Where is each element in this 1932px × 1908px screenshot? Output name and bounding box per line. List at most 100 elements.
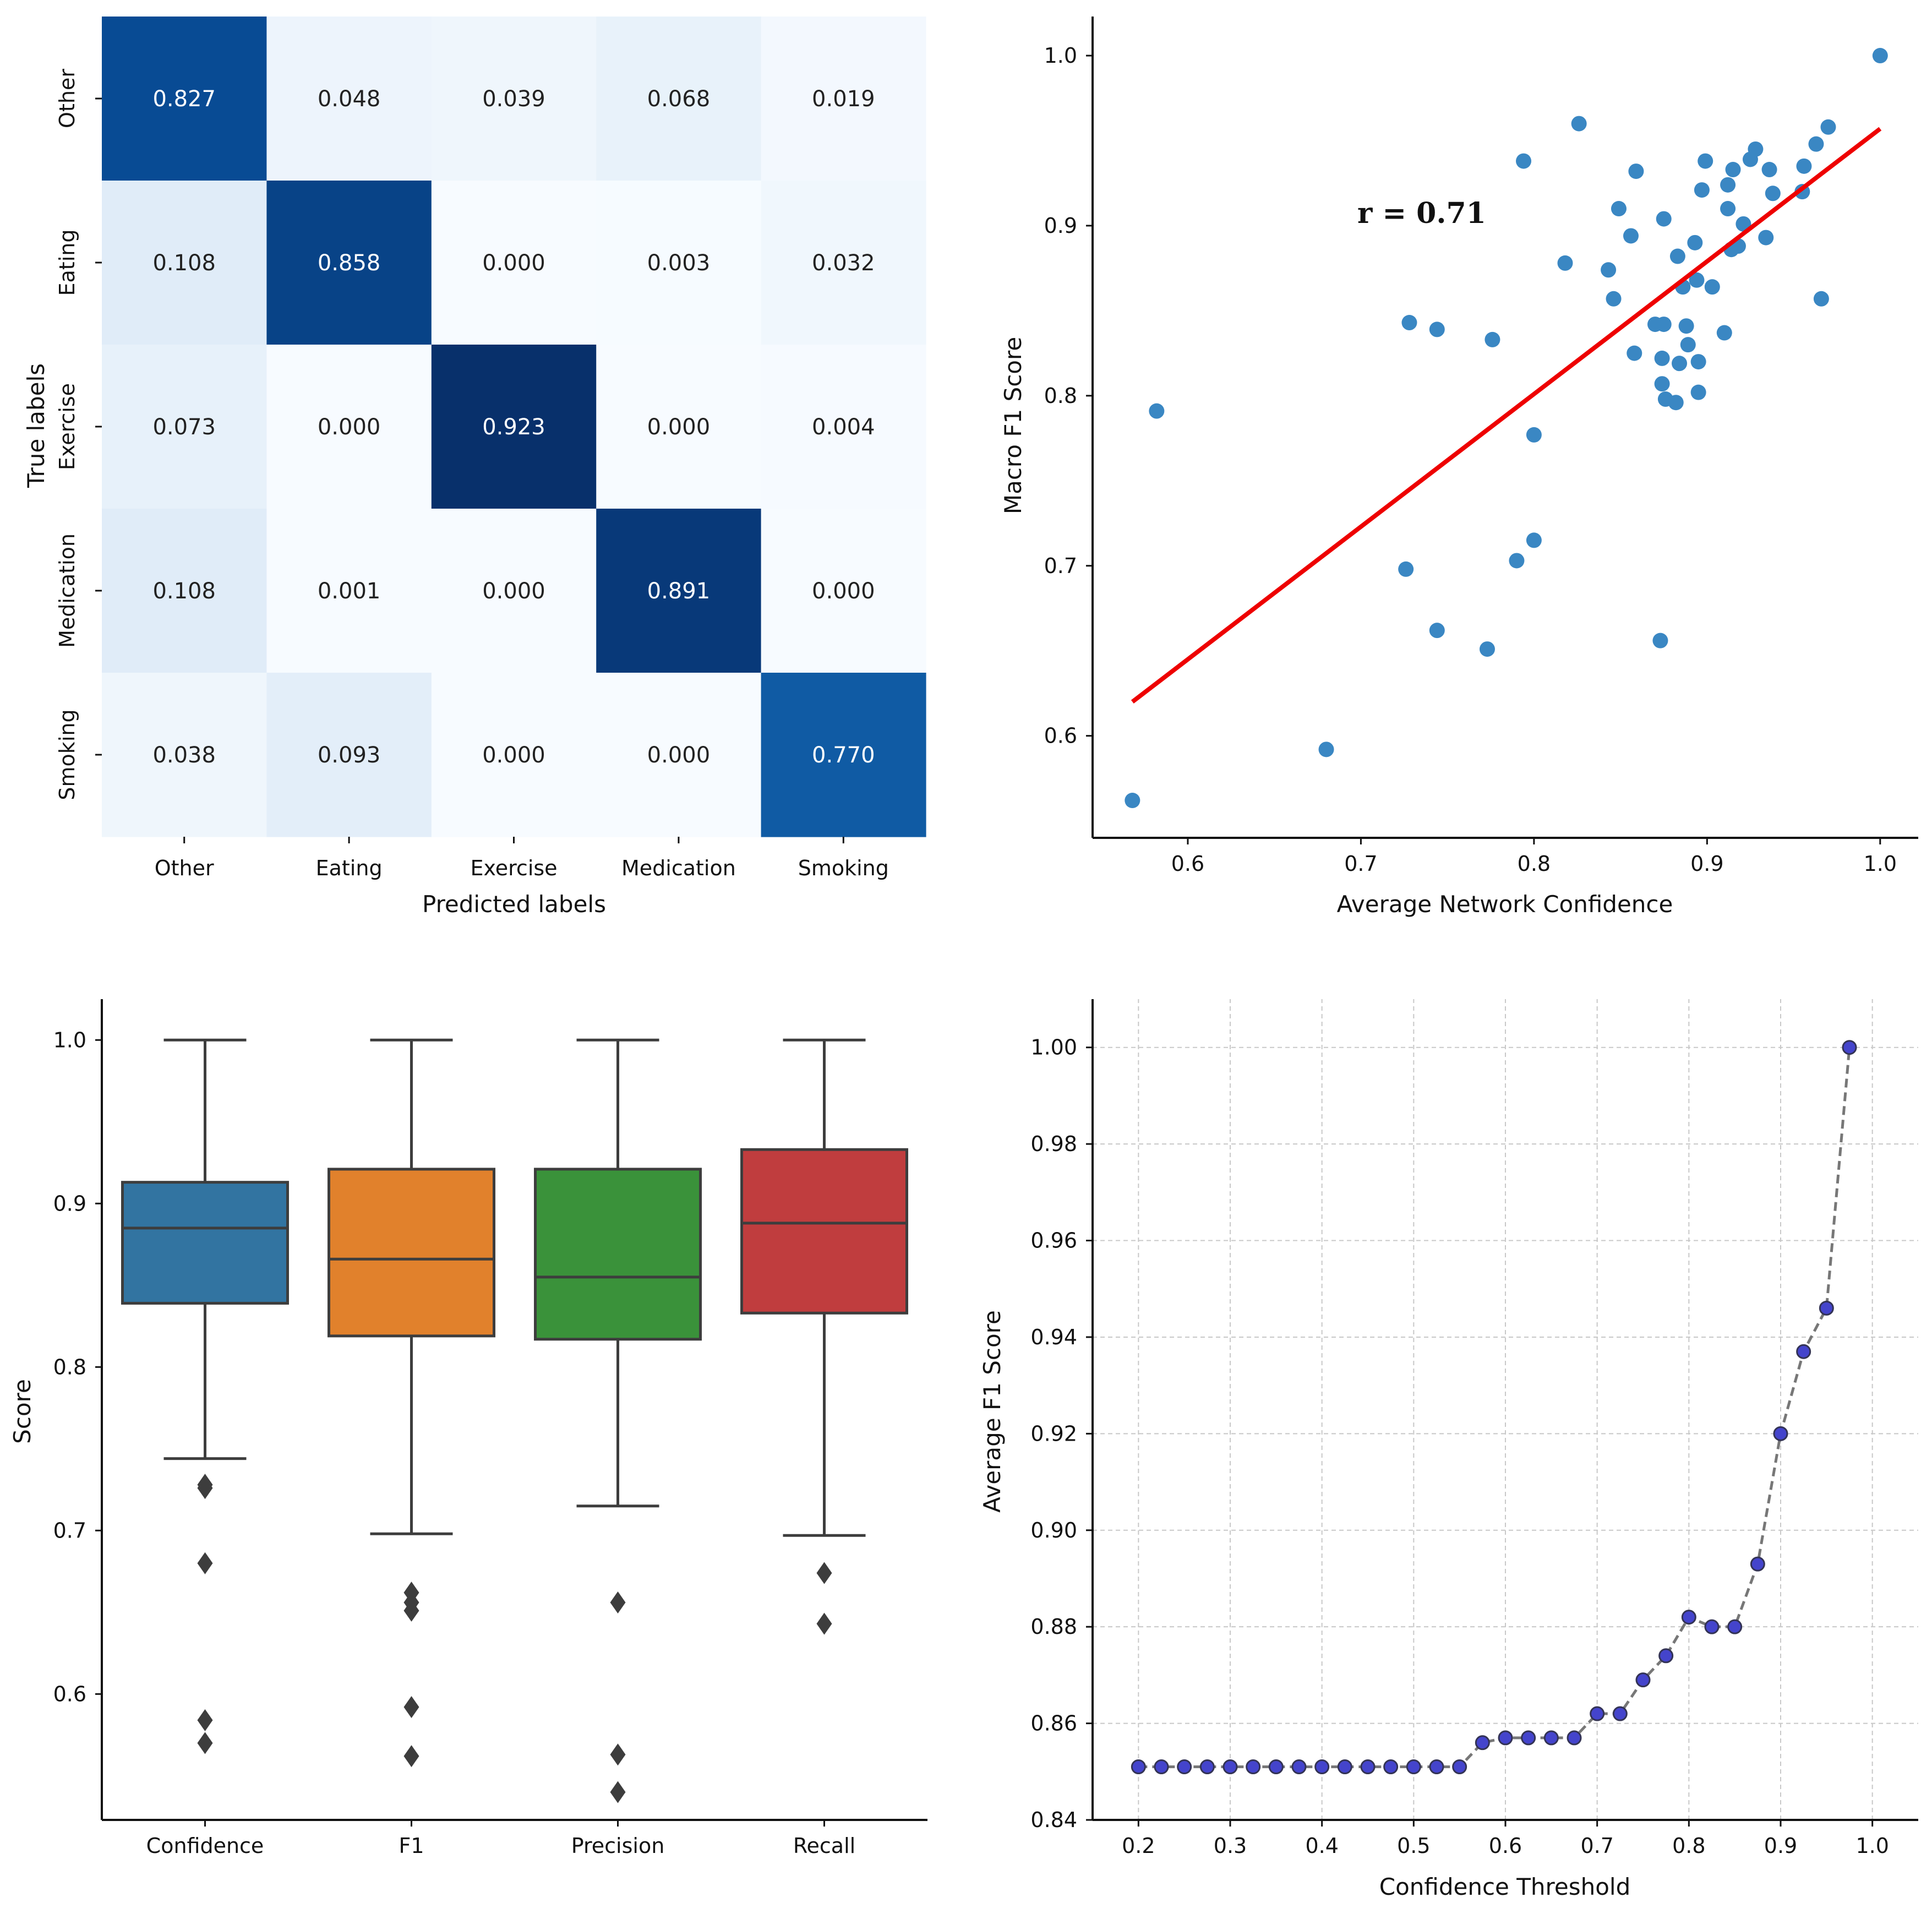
x-tick-label: F1 — [399, 1834, 424, 1858]
y-tick-label: 0.7 — [1044, 554, 1077, 578]
scatter-point — [1401, 315, 1417, 331]
outlier-point — [610, 1743, 626, 1766]
heatmap-cell-label: 0.108 — [152, 579, 216, 604]
scatter-point — [1429, 321, 1445, 337]
scatter-point — [1656, 317, 1672, 332]
heatmap-cell-label: 0.000 — [482, 743, 545, 768]
outlier-point — [610, 1781, 626, 1803]
box-precision — [534, 1168, 702, 1341]
scatter-point — [1601, 262, 1617, 278]
y-tick-label: 0.86 — [1030, 1711, 1077, 1736]
y-tick-label: 0.8 — [1044, 384, 1077, 408]
confusion-matrix-panel: 0.827 0.048 0.039 0.068 0.019 0.108 0.858 0.000… — [23, 17, 926, 918]
heatmap-cell — [761, 345, 926, 509]
y-tick-label: Smoking — [55, 709, 79, 800]
heatmap-cell-label: 0.073 — [152, 415, 216, 440]
scatter-point — [1748, 141, 1764, 157]
heatmap-cell — [431, 345, 597, 509]
scatter-point — [1318, 742, 1334, 757]
y-tick-label: 0.90 — [1030, 1518, 1077, 1542]
outlier-point — [403, 1696, 419, 1719]
heatmap-cell — [431, 673, 597, 837]
scatter-point — [1716, 325, 1732, 341]
x-tick-label: 1.0 — [1864, 852, 1897, 876]
heatmap-cell-label: 0.923 — [482, 415, 545, 440]
outlier-point — [197, 1732, 213, 1754]
f1-threshold-line — [1138, 1047, 1851, 1769]
scatter-point — [1668, 395, 1684, 411]
heatmap-cell-label: 0.827 — [152, 86, 216, 112]
scatter-point — [1678, 318, 1694, 334]
threshold-point — [1727, 1619, 1743, 1634]
scatter-point — [1813, 291, 1829, 307]
heatmap-cell — [761, 509, 926, 673]
threshold-point — [1452, 1759, 1467, 1775]
boxplot-y-label: Score — [9, 1379, 36, 1444]
threshold-point — [1750, 1556, 1765, 1572]
heatmap-cell — [102, 181, 267, 345]
box-confidence — [121, 1181, 289, 1305]
threshold-point — [1337, 1759, 1352, 1775]
heatmap-cell — [266, 673, 432, 837]
heatmap-cell — [761, 673, 926, 837]
heatmap-cell — [102, 509, 267, 673]
scatter-point — [1820, 119, 1836, 135]
heatmap-cell-label: 0.770 — [812, 743, 875, 768]
heatmap-cell-label: 0.000 — [482, 579, 545, 604]
threshold-point — [1567, 1730, 1582, 1746]
heatmap-cell — [266, 345, 432, 509]
scatter-point — [1872, 48, 1888, 64]
box-recall — [740, 1148, 908, 1315]
y-tick-label: 0.9 — [53, 1191, 86, 1215]
heatmap-cell-label: 0.032 — [812, 250, 875, 276]
heatmap-cell — [431, 509, 597, 673]
y-tick-label: 0.8 — [53, 1355, 86, 1379]
outlier-point — [197, 1477, 213, 1500]
threshold-point — [1635, 1672, 1651, 1688]
scatter-point — [1690, 384, 1706, 400]
x-tick-label: Medication — [621, 856, 736, 880]
x-tick-label: 0.9 — [1764, 1834, 1797, 1858]
threshold-point — [1498, 1730, 1513, 1746]
threshold-point — [1612, 1706, 1628, 1721]
threshold-point — [1406, 1759, 1421, 1775]
scatter-point — [1656, 211, 1672, 227]
regression-line — [1131, 127, 1882, 704]
scatter-point — [1808, 136, 1824, 152]
heatmap-cell — [596, 181, 762, 345]
x-tick-label: 0.2 — [1122, 1834, 1155, 1858]
x-tick-label: 0.6 — [1489, 1834, 1522, 1858]
x-tick-label: 0.6 — [1171, 852, 1204, 876]
scatter-point — [1611, 201, 1627, 217]
scatter-point — [1149, 403, 1165, 419]
scatter-point — [1765, 186, 1781, 201]
outlier-point — [816, 1562, 832, 1584]
scatter-point — [1672, 356, 1688, 372]
scatter-point — [1652, 633, 1668, 648]
threshold-point — [1590, 1706, 1605, 1721]
heatmap-cell-label: 0.093 — [318, 743, 381, 768]
heatmap-cell-label: 0.858 — [318, 250, 381, 276]
heatmap-y-label: True labels — [23, 363, 50, 488]
x-tick-label: 0.8 — [1672, 1834, 1705, 1858]
heatmap-cell-label: 0.068 — [647, 86, 711, 112]
y-tick-label: 0.92 — [1030, 1421, 1077, 1446]
outlier-point — [610, 1591, 626, 1613]
y-tick-label: Other — [55, 69, 79, 128]
scatter-point — [1654, 376, 1670, 392]
y-tick-label: 0.6 — [1044, 724, 1077, 748]
y-tick-label: 0.94 — [1030, 1325, 1077, 1349]
heatmap-cell — [266, 181, 432, 345]
heatmap-cell — [102, 673, 267, 837]
y-tick-label: 0.98 — [1030, 1132, 1077, 1156]
outlier-point — [403, 1745, 419, 1768]
scatter-point — [1720, 201, 1736, 217]
scatter-point — [1694, 182, 1710, 198]
correlation-annotation: r = 0.71 — [1357, 197, 1486, 230]
scatter-point — [1720, 177, 1736, 193]
threshold-point — [1796, 1344, 1811, 1359]
scatter-point — [1571, 116, 1587, 132]
x-tick-label: Recall — [793, 1834, 855, 1858]
y-tick-label: Exercise — [55, 383, 79, 470]
